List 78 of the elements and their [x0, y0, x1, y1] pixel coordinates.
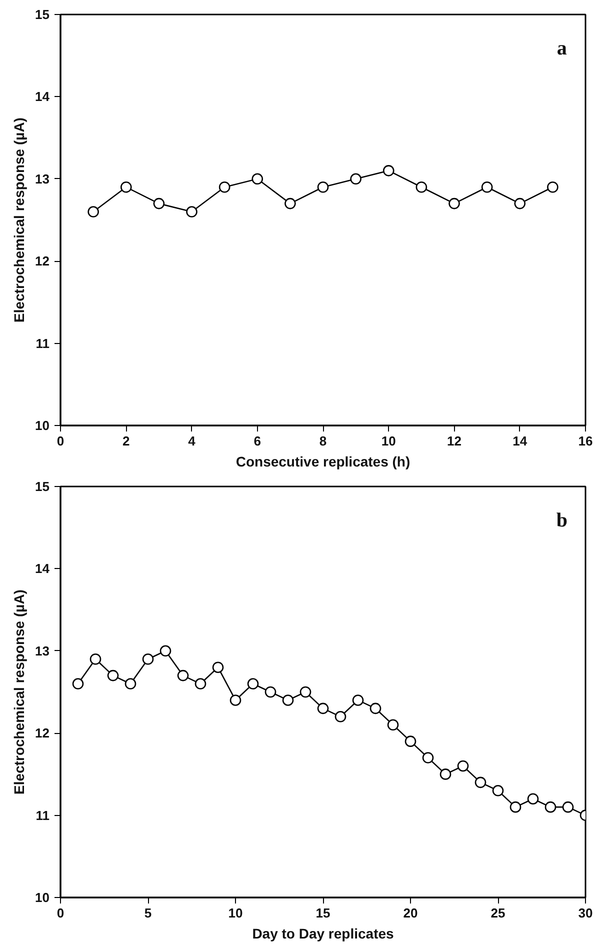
point [212, 662, 224, 673]
point [142, 653, 154, 665]
point [247, 678, 259, 690]
x-tick-label: 12 [447, 434, 462, 448]
point [124, 678, 136, 690]
point [334, 711, 346, 722]
x-tick-label: 20 [403, 906, 418, 920]
point [282, 694, 294, 706]
x-tick-label: 10 [381, 434, 396, 448]
point [481, 181, 493, 193]
y-tick-label: 13 [35, 171, 50, 186]
y-tick-label: 11 [36, 336, 50, 351]
point [300, 686, 312, 698]
y-tick-label: 12 [35, 726, 50, 741]
y-axis-title: Electrochemical response (µA) [11, 118, 28, 322]
point [160, 645, 172, 657]
point [370, 702, 382, 714]
point [544, 801, 556, 813]
point [404, 736, 416, 747]
x-axis-title: Day to Day replicates [252, 926, 394, 942]
point [153, 198, 165, 210]
point [547, 181, 558, 193]
point [230, 694, 242, 706]
point [352, 694, 364, 706]
point [107, 670, 119, 682]
point [194, 678, 206, 690]
point [457, 760, 469, 772]
x-tick-label: 4 [188, 434, 196, 448]
y-tick-label: 14 [35, 89, 50, 104]
point [510, 801, 522, 813]
point [177, 670, 189, 682]
x-tick-label: 16 [578, 434, 593, 448]
y-axis-title: Electrochemical response (µA) [11, 590, 28, 794]
point [448, 198, 460, 210]
point [514, 198, 526, 210]
x-tick-label: 10 [228, 906, 243, 920]
point [218, 181, 230, 193]
y-tick-label: 13 [35, 643, 50, 658]
y-tick-label: 10 [35, 418, 50, 433]
x-tick-label: 30 [578, 906, 593, 920]
x-tick-label: 6 [254, 434, 261, 448]
point [527, 793, 539, 804]
y-tick-label: 10 [35, 890, 50, 905]
x-tick-label: 25 [490, 906, 506, 920]
x-tick-label: 2 [122, 434, 130, 448]
point [416, 181, 428, 193]
point [440, 768, 452, 780]
y-tick-label: 14 [35, 561, 50, 576]
point [474, 776, 486, 788]
x-tick-label: 5 [144, 906, 152, 920]
point [562, 801, 574, 813]
point [284, 198, 296, 210]
x-tick-label: 14 [512, 434, 528, 448]
annotation: b [556, 510, 568, 532]
x-tick-label: 15 [316, 906, 330, 920]
point [186, 206, 198, 218]
point [88, 206, 99, 218]
point [317, 181, 329, 193]
x-tick-label: 8 [319, 434, 327, 448]
y-tick-label: 11 [36, 808, 50, 823]
point [252, 173, 264, 185]
point [120, 181, 132, 193]
y-tick-label: 15 [35, 7, 50, 22]
point [317, 702, 329, 714]
point [264, 686, 276, 698]
point [422, 752, 434, 764]
point [382, 165, 394, 176]
x-tick-label: 0 [56, 434, 64, 448]
annotation: a [556, 38, 567, 60]
point [90, 653, 102, 665]
x-axis-title: Consecutive replicates (h) [236, 454, 410, 470]
point [492, 785, 504, 796]
point [350, 173, 362, 185]
x-tick-label: 0 [56, 906, 64, 920]
point [72, 678, 84, 690]
point [387, 719, 399, 731]
y-tick-label: 12 [35, 254, 50, 269]
y-tick-label: 15 [35, 479, 50, 494]
